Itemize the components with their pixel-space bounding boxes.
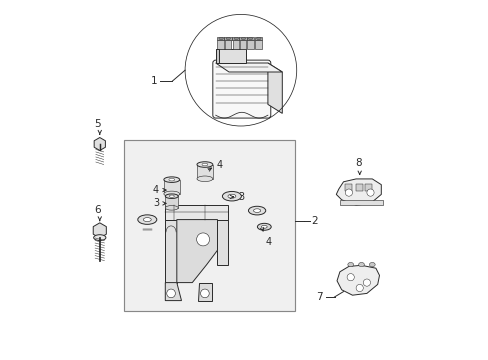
Ellipse shape — [248, 37, 252, 40]
Polygon shape — [336, 265, 379, 295]
Bar — [163, 180, 179, 194]
Ellipse shape — [202, 163, 207, 166]
Ellipse shape — [168, 178, 174, 181]
Ellipse shape — [94, 235, 106, 240]
Bar — [123, 140, 294, 311]
Bar — [217, 37, 224, 40]
Bar — [217, 220, 227, 265]
Ellipse shape — [165, 206, 178, 210]
Circle shape — [166, 289, 175, 298]
Ellipse shape — [347, 262, 353, 267]
Bar — [215, 49, 246, 63]
Bar — [224, 40, 231, 49]
Bar — [339, 200, 382, 205]
Polygon shape — [94, 138, 105, 150]
Text: 6: 6 — [95, 205, 101, 215]
Ellipse shape — [248, 206, 265, 215]
Text: 4: 4 — [216, 159, 222, 170]
Polygon shape — [165, 283, 181, 301]
Bar — [197, 165, 212, 179]
Bar — [239, 40, 246, 49]
Circle shape — [363, 279, 370, 286]
Circle shape — [355, 284, 363, 292]
Bar — [365, 184, 371, 191]
Ellipse shape — [257, 223, 271, 230]
Polygon shape — [215, 63, 282, 72]
Bar — [355, 184, 362, 191]
Bar — [239, 37, 246, 40]
Circle shape — [345, 189, 352, 196]
Bar — [224, 37, 231, 40]
Bar — [255, 40, 261, 49]
Ellipse shape — [219, 37, 223, 40]
Bar — [217, 40, 224, 49]
Ellipse shape — [197, 162, 212, 167]
Text: 1: 1 — [150, 76, 157, 86]
Ellipse shape — [253, 209, 260, 212]
FancyBboxPatch shape — [212, 60, 270, 118]
Polygon shape — [93, 223, 106, 238]
Polygon shape — [177, 220, 217, 283]
Ellipse shape — [225, 37, 230, 40]
Polygon shape — [197, 283, 212, 301]
Ellipse shape — [227, 194, 235, 198]
Ellipse shape — [241, 37, 245, 40]
Ellipse shape — [358, 262, 364, 267]
Ellipse shape — [222, 192, 241, 201]
Text: 3: 3 — [153, 198, 159, 208]
Bar — [215, 49, 219, 63]
Ellipse shape — [234, 37, 238, 40]
Text: 3: 3 — [238, 192, 244, 202]
Bar — [232, 37, 239, 40]
Bar — [165, 196, 178, 208]
Ellipse shape — [163, 177, 179, 183]
Ellipse shape — [368, 262, 374, 267]
Bar — [232, 40, 239, 49]
Text: 2: 2 — [310, 216, 317, 226]
Text: 4: 4 — [152, 185, 159, 195]
Bar — [246, 40, 253, 49]
Ellipse shape — [138, 215, 157, 224]
Circle shape — [200, 289, 209, 298]
Text: 5: 5 — [95, 118, 101, 129]
Circle shape — [196, 233, 209, 246]
Text: 7: 7 — [316, 292, 322, 302]
Text: 4: 4 — [265, 237, 271, 247]
Ellipse shape — [261, 225, 266, 228]
Bar — [254, 37, 262, 40]
Circle shape — [346, 274, 354, 281]
Bar — [165, 220, 177, 283]
Ellipse shape — [165, 194, 178, 198]
Text: 8: 8 — [355, 158, 361, 168]
Ellipse shape — [256, 37, 261, 40]
Polygon shape — [336, 179, 381, 205]
Ellipse shape — [169, 195, 174, 197]
Ellipse shape — [197, 176, 212, 181]
Ellipse shape — [143, 217, 151, 221]
Bar — [165, 205, 228, 220]
Bar — [246, 37, 253, 40]
Ellipse shape — [163, 191, 179, 197]
Circle shape — [366, 189, 373, 196]
Polygon shape — [267, 63, 282, 113]
Bar — [345, 184, 351, 191]
